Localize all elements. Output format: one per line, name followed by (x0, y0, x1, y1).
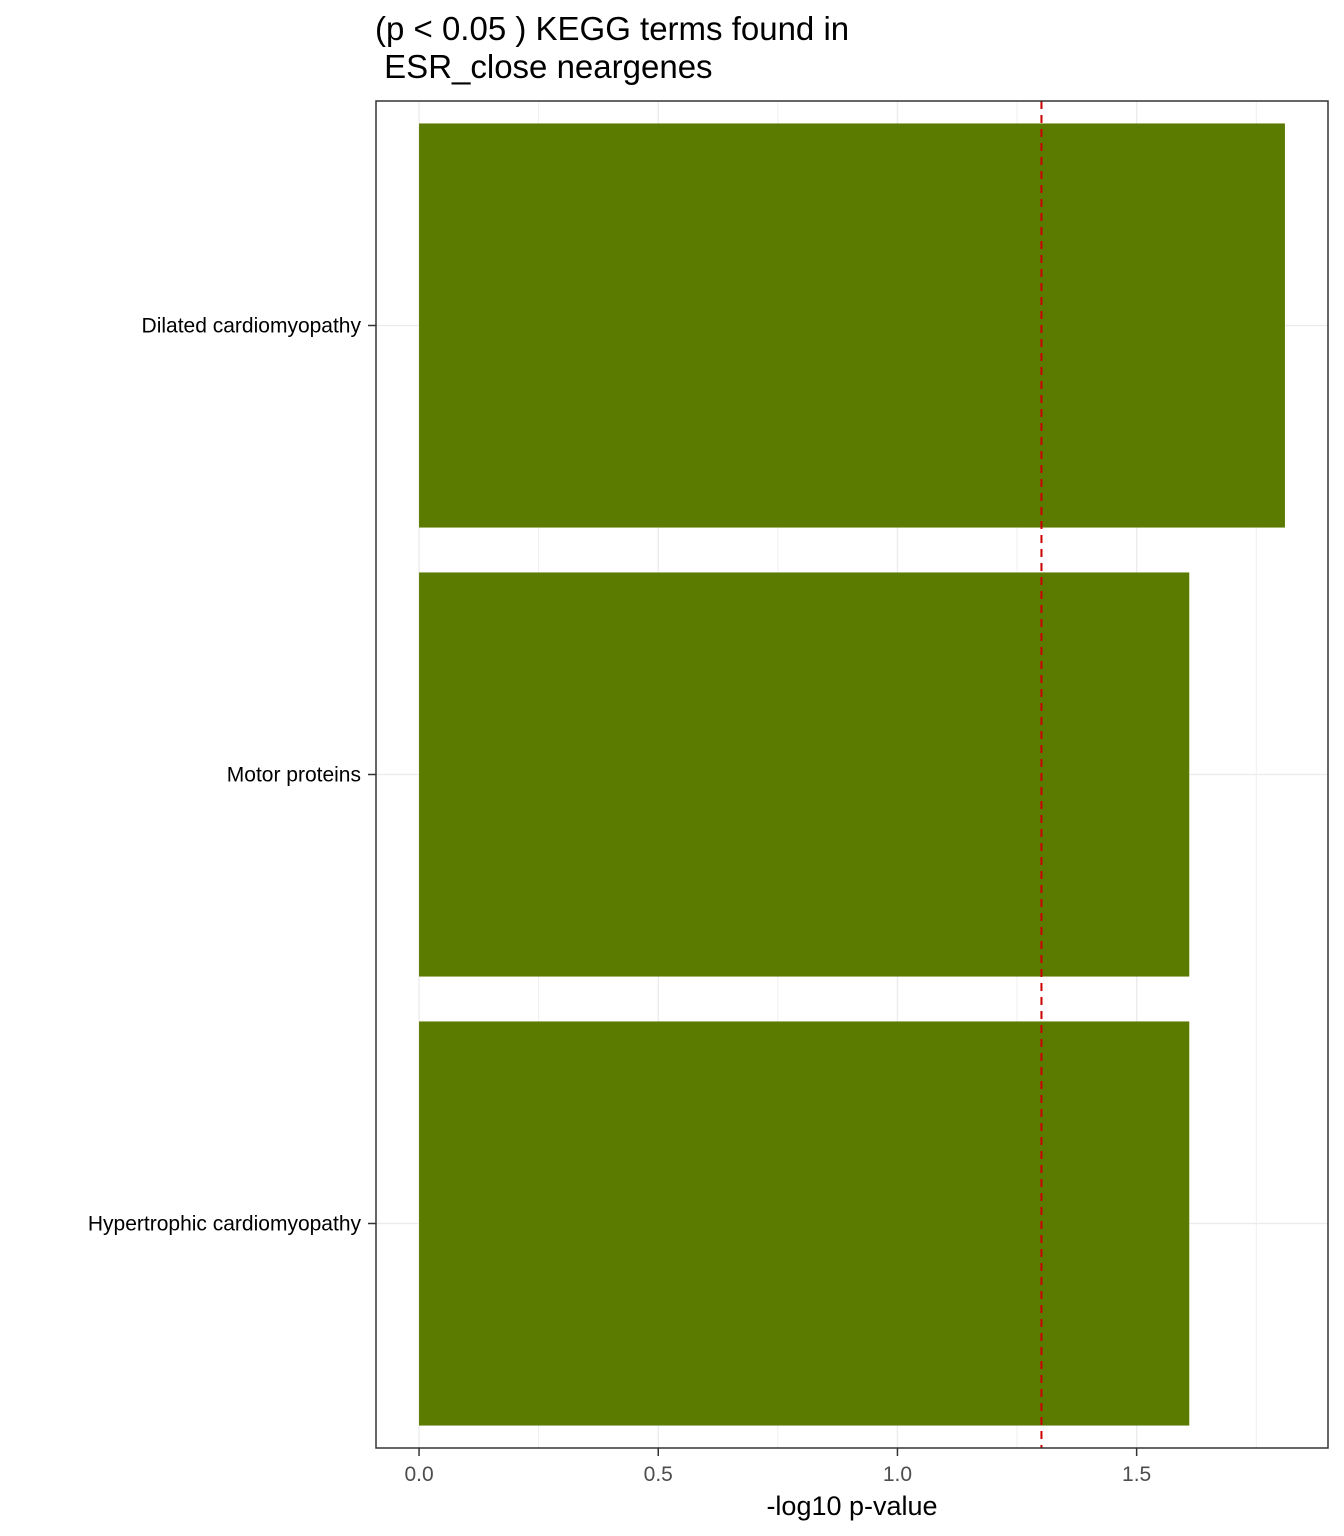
bar-hypertrophic-cardiomyopathy (419, 1021, 1190, 1426)
bar-layer (419, 123, 1285, 1426)
chart-title-line-1: (p < 0.05 ) KEGG terms found in (375, 10, 850, 47)
y-tick-label: Dilated cardiomyopathy (142, 315, 362, 338)
y-tick-label: Hypertrophic cardiomyopathy (88, 1213, 362, 1236)
bar-dilated-cardiomyopathy (419, 123, 1285, 528)
x-tick-label: 1.0 (883, 1463, 912, 1486)
y-tick-label: Motor proteins (227, 764, 361, 787)
x-tick-label: 1.5 (1122, 1463, 1151, 1486)
chart-title-line-2: ESR_close neargenes (375, 48, 713, 85)
x-tick-label: 0.0 (404, 1463, 433, 1486)
x-axis: 0.0 0.5 1.0 1.5 (404, 1448, 1151, 1486)
y-axis: Dilated cardiomyopathy Motor proteins Hype… (88, 315, 376, 1236)
bar-motor-proteins (419, 572, 1190, 977)
x-axis-title: -log10 p-value (766, 1491, 937, 1521)
x-tick-label: 0.5 (644, 1463, 673, 1486)
